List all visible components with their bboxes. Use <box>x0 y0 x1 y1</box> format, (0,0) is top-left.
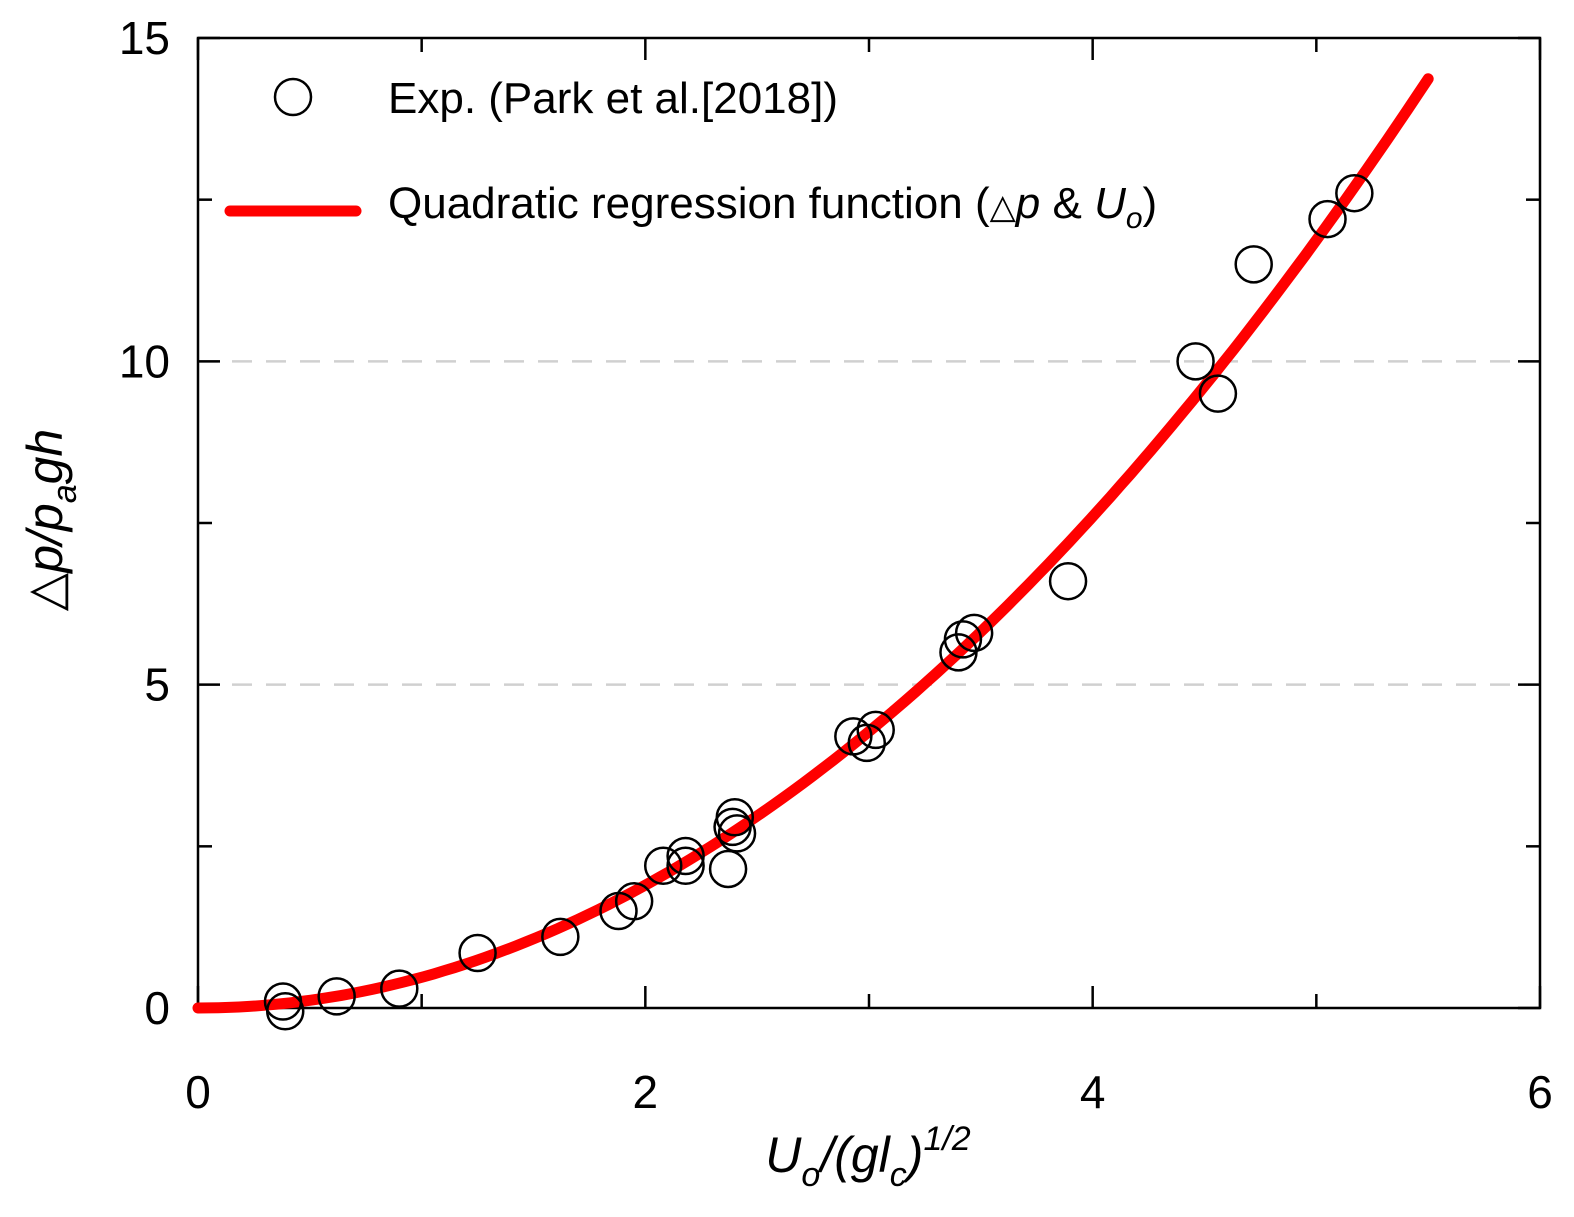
y-axis-title: △p/pagh <box>17 429 84 612</box>
data-point <box>458 933 497 973</box>
data-point <box>1198 374 1238 413</box>
data-point <box>1308 199 1347 239</box>
axis-ticks: 0 2 4 6 0 5 10 15 <box>119 12 1553 1118</box>
data-point <box>943 620 983 659</box>
x-axis-title: Uo/(glc)1/2 <box>765 1120 971 1194</box>
data-point <box>717 814 757 853</box>
data-point <box>708 849 748 889</box>
y-tick-label: 5 <box>144 659 170 711</box>
legend-label-exp: Exp. (Park et al.[2018]) <box>388 74 838 123</box>
data-point <box>614 882 654 921</box>
data-points <box>263 173 1374 1031</box>
data-point <box>380 969 419 1008</box>
data-point <box>1335 173 1374 213</box>
data-point <box>847 723 887 763</box>
data-point <box>715 797 755 837</box>
data-point <box>643 846 683 885</box>
x-tick-label: 4 <box>1080 1066 1106 1118</box>
legend-marker-exp <box>273 77 313 117</box>
data-point <box>317 977 356 1016</box>
x-tick-label: 2 <box>633 1066 659 1118</box>
data-point <box>666 836 705 876</box>
data-point <box>954 613 994 653</box>
y-tick-label: 0 <box>144 982 170 1034</box>
data-point <box>1176 342 1215 381</box>
fit-curve-group <box>192 73 1434 1014</box>
x-tick-label: 6 <box>1527 1066 1553 1118</box>
data-point <box>856 710 895 750</box>
x-tick-label: 0 <box>185 1066 211 1118</box>
grid-lines <box>198 360 1540 686</box>
legend: Exp. (Park et al.[2018]) Quadratic regre… <box>224 74 1157 235</box>
data-point <box>541 917 580 957</box>
data-point <box>1048 561 1088 601</box>
legend-label-fit: Quadratic regression function (△p & Uo) <box>388 179 1157 235</box>
fit-curve <box>192 73 1434 1014</box>
data-point <box>666 846 705 885</box>
data-point <box>1234 245 1273 284</box>
y-tick-label: 10 <box>119 335 170 387</box>
y-tick-label: 15 <box>119 12 170 64</box>
data-point <box>265 991 305 1031</box>
